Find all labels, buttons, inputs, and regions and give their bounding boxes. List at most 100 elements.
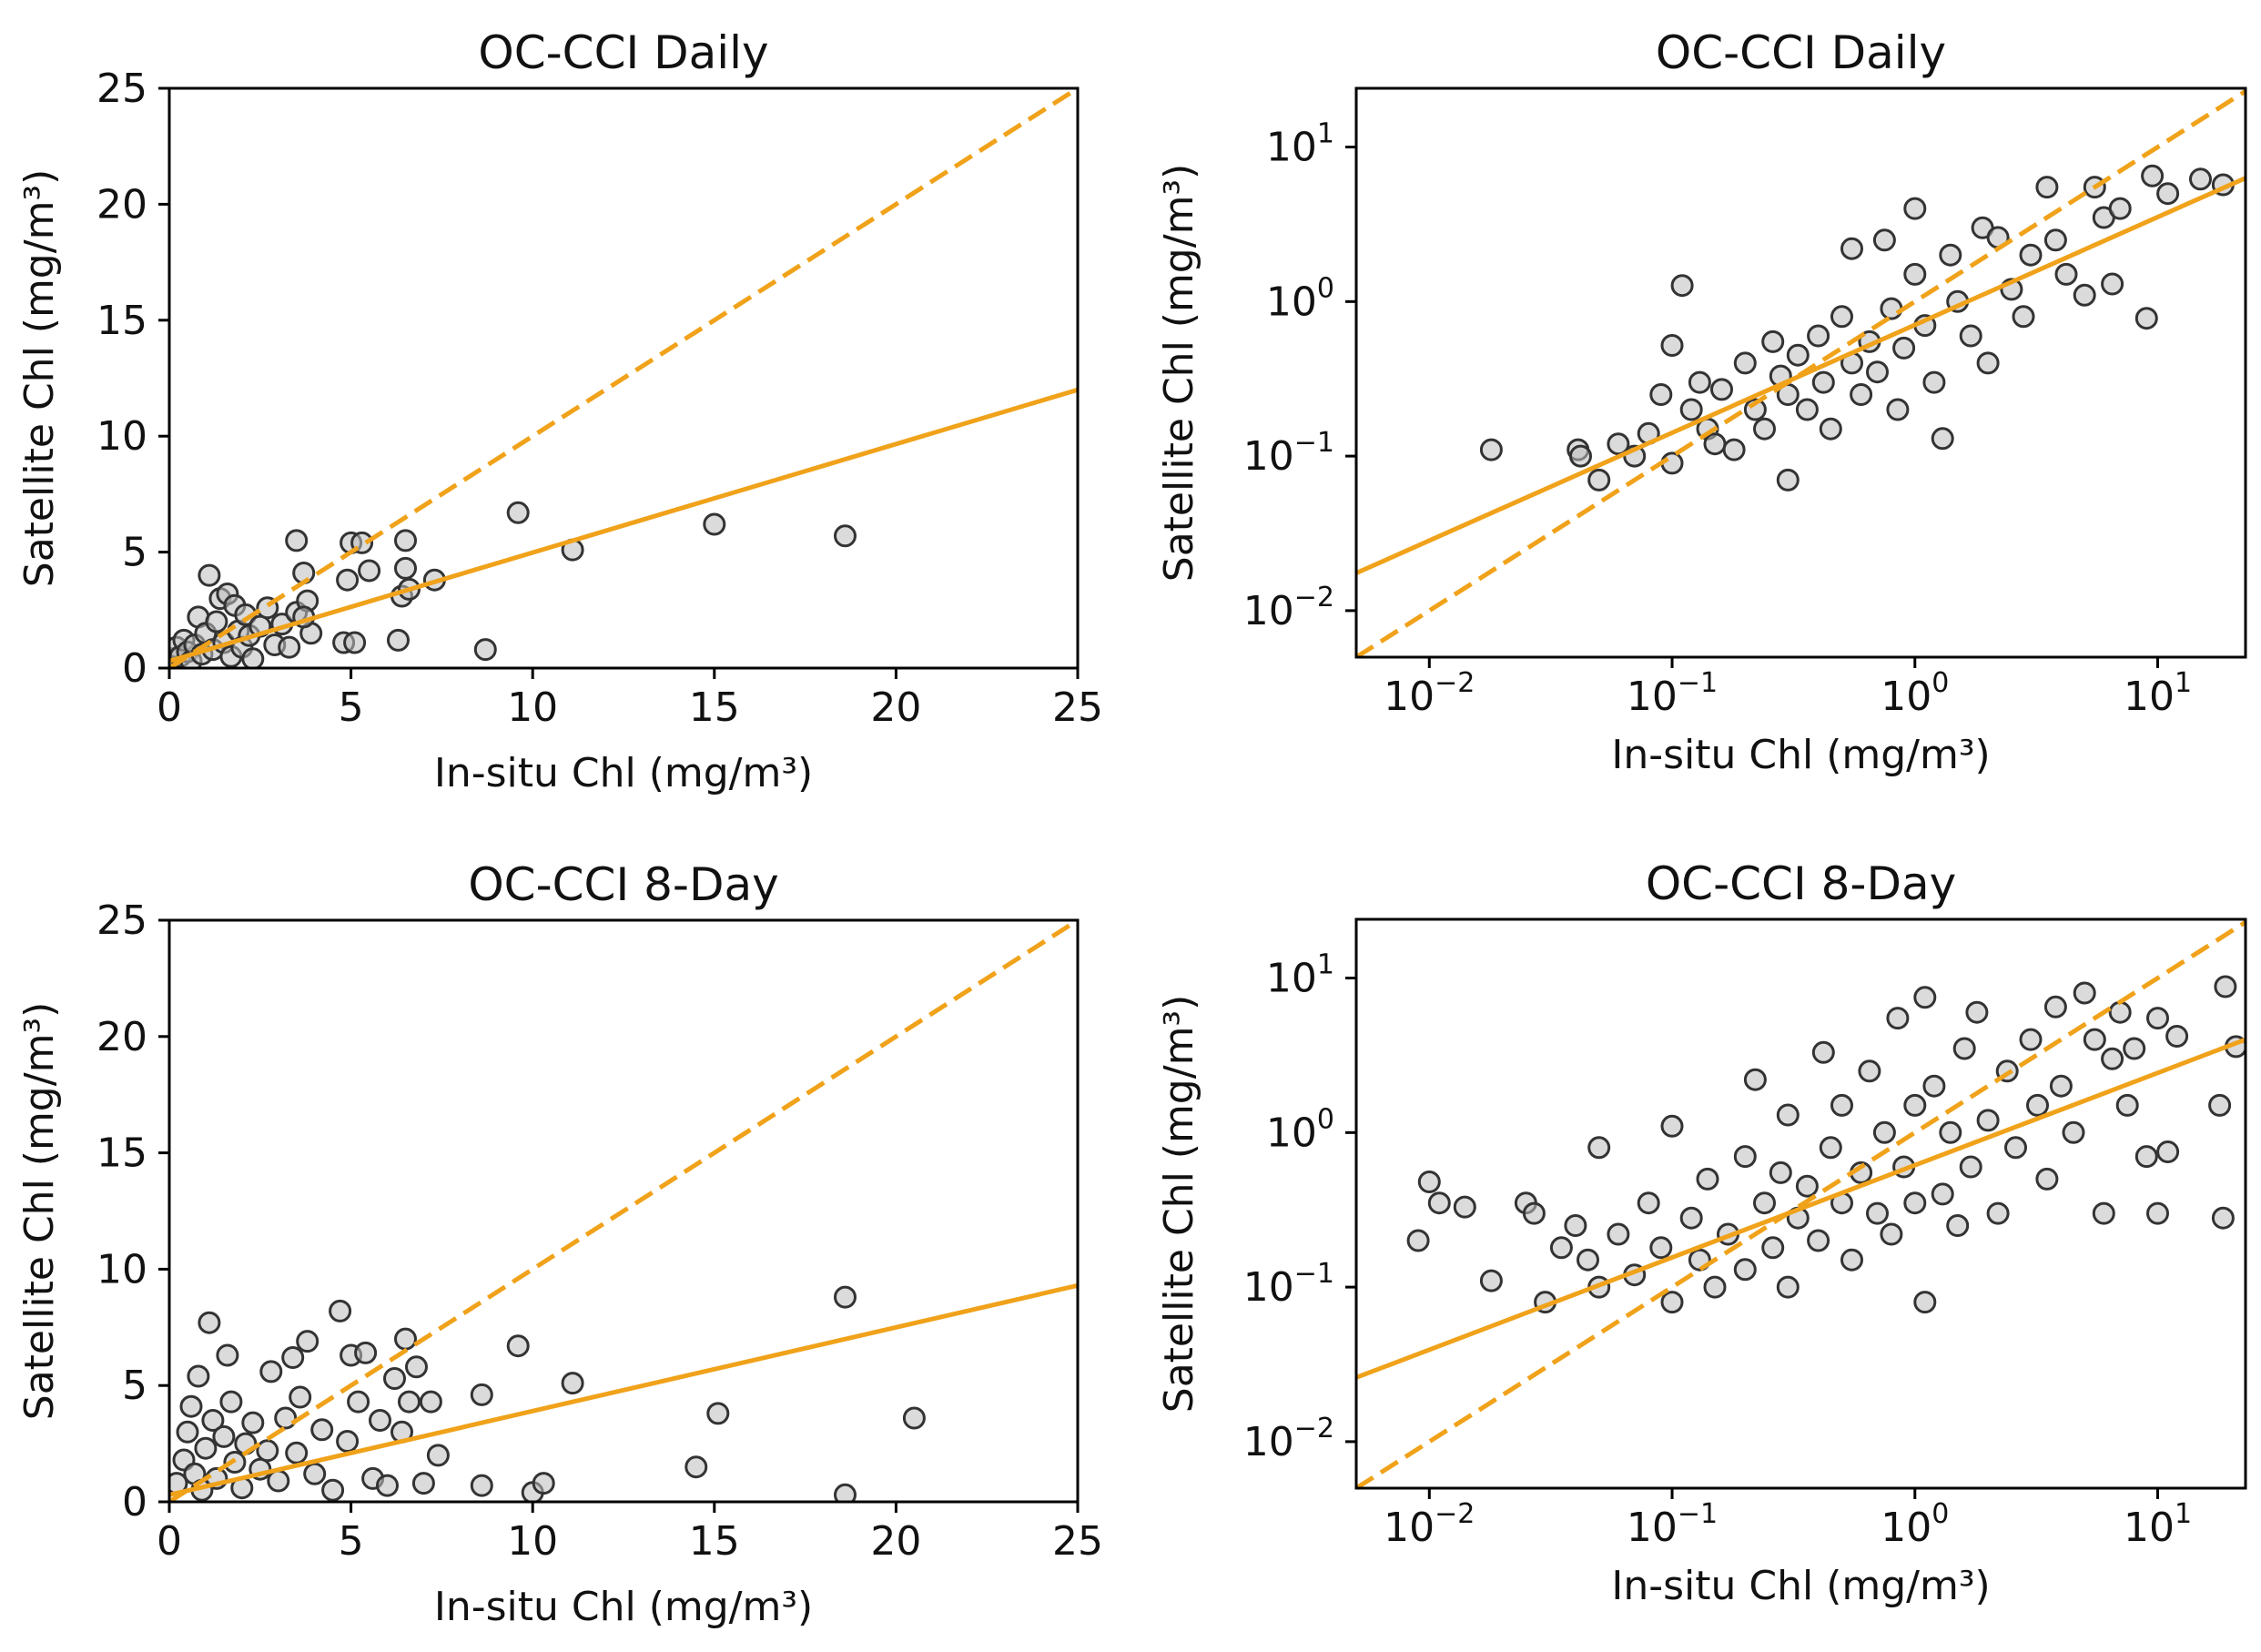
x-tick-label: 25 bbox=[1052, 684, 1103, 731]
regression-line bbox=[1356, 1037, 2246, 1380]
data-point bbox=[1453, 1195, 1476, 1219]
data-point bbox=[216, 1343, 239, 1367]
data-point bbox=[902, 1406, 926, 1430]
data-point bbox=[281, 1346, 305, 1369]
data-point bbox=[1886, 398, 1910, 421]
data-point bbox=[2146, 1007, 2169, 1030]
data-point bbox=[1637, 1191, 1660, 1215]
data-point bbox=[1761, 1236, 1785, 1260]
data-point bbox=[1753, 1191, 1776, 1215]
chart-title: OC-CCI 8-Day bbox=[468, 858, 778, 911]
x-tick-label: 10−1 bbox=[1627, 1498, 1718, 1551]
data-point bbox=[2073, 981, 2096, 1005]
data-point bbox=[1776, 468, 1800, 492]
data-point bbox=[1479, 438, 1503, 461]
x-tick-label: 20 bbox=[870, 1518, 921, 1565]
data-point bbox=[1522, 1201, 1546, 1225]
data-point bbox=[1417, 1171, 1441, 1193]
data-point bbox=[1733, 1145, 1757, 1169]
scatter-points bbox=[1406, 975, 2246, 1314]
data-point bbox=[256, 1439, 279, 1463]
data-point bbox=[285, 529, 309, 552]
data-point bbox=[1903, 1191, 1927, 1215]
data-point bbox=[419, 1390, 442, 1414]
data-point bbox=[1986, 1201, 2010, 1225]
data-point bbox=[1840, 237, 1863, 260]
regression-line bbox=[169, 1282, 1078, 1497]
data-point bbox=[2189, 167, 2212, 191]
data-point bbox=[1959, 324, 1982, 348]
chart-8day-linear: OC-CCI 8-Day 0 5 10 15 20 25 0 5 10 15 20 25 In-situ … bbox=[16, 858, 1103, 1630]
x-tick-label: 15 bbox=[689, 684, 740, 731]
y-tick-label: 20 bbox=[96, 1014, 147, 1060]
plot-frame bbox=[167, 86, 1080, 670]
data-point bbox=[1406, 1229, 1430, 1252]
data-point bbox=[1840, 1248, 1863, 1272]
x-tick-label: 0 bbox=[157, 684, 182, 731]
scatter-points bbox=[169, 1285, 926, 1502]
data-point bbox=[176, 1420, 199, 1444]
y-tick-label: 101 bbox=[1266, 949, 1334, 1002]
data-point bbox=[2043, 228, 2067, 252]
data-point bbox=[1795, 398, 1819, 421]
x-tick-label: 10 bbox=[507, 1518, 558, 1565]
data-point bbox=[321, 1478, 345, 1502]
data-point bbox=[219, 1390, 243, 1414]
data-point bbox=[1649, 1236, 1673, 1260]
data-point bbox=[1679, 398, 1703, 421]
data-point bbox=[2004, 1136, 2027, 1160]
y-tick-label: 101 bbox=[1266, 118, 1334, 171]
scatter-points bbox=[169, 501, 857, 668]
chart-title: OC-CCI 8-Day bbox=[1646, 857, 1956, 910]
data-point bbox=[2108, 197, 2132, 220]
data-point bbox=[1807, 1229, 1830, 1252]
data-point bbox=[2062, 1120, 2085, 1144]
data-point bbox=[1939, 1120, 1962, 1144]
data-point bbox=[834, 524, 857, 548]
data-point bbox=[1577, 1248, 1599, 1272]
data-point bbox=[2208, 1093, 2232, 1117]
data-point bbox=[2035, 176, 2059, 199]
data-point bbox=[2043, 995, 2067, 1019]
x-tick-label: 25 bbox=[1052, 1518, 1103, 1565]
data-point bbox=[1850, 383, 1873, 406]
data-point bbox=[532, 1472, 555, 1495]
data-point bbox=[1959, 1155, 1982, 1179]
data-point bbox=[1976, 1109, 2000, 1132]
data-point bbox=[1733, 351, 1757, 375]
y-tick-label: 25 bbox=[96, 897, 147, 944]
data-point bbox=[2134, 1145, 2158, 1169]
data-point bbox=[834, 1483, 857, 1502]
data-point bbox=[2092, 1201, 2115, 1225]
data-point bbox=[274, 1406, 298, 1430]
data-point bbox=[194, 1436, 218, 1460]
data-point bbox=[296, 1330, 319, 1353]
data-point bbox=[703, 512, 726, 536]
data-point bbox=[1819, 1136, 1842, 1160]
scatter-points bbox=[1479, 164, 2235, 492]
data-point bbox=[1703, 432, 1727, 456]
data-point bbox=[336, 1430, 360, 1453]
data-point bbox=[2211, 1206, 2235, 1230]
x-tick-label: 101 bbox=[2124, 667, 2192, 720]
y-tick-label: 10 bbox=[96, 1246, 147, 1292]
x-tick-label: 10−1 bbox=[1627, 667, 1718, 720]
data-point bbox=[1607, 1222, 1630, 1246]
x-axis-label: In-situ Chl (mg/m³) bbox=[434, 750, 813, 796]
data-point bbox=[1892, 336, 1916, 360]
x-tick-label: 100 bbox=[1881, 667, 1949, 720]
y-tick-label: 10 bbox=[96, 413, 147, 460]
y-tick-label: 100 bbox=[1266, 1103, 1334, 1156]
data-point bbox=[1872, 228, 1896, 252]
data-point bbox=[506, 1334, 530, 1358]
data-point bbox=[2165, 1025, 2189, 1048]
x-tick-label: 10−2 bbox=[1384, 667, 1475, 720]
x-tick-label: 15 bbox=[689, 1518, 740, 1565]
data-point bbox=[506, 501, 530, 524]
data-point bbox=[1952, 1037, 1976, 1060]
x-axis-label: In-situ Chl (mg/m³) bbox=[434, 1584, 813, 1630]
data-point bbox=[278, 635, 301, 659]
y-axis-label: Satellite Chl (mg/m³) bbox=[1156, 995, 1202, 1413]
data-point bbox=[198, 563, 221, 587]
data-point bbox=[241, 647, 265, 668]
